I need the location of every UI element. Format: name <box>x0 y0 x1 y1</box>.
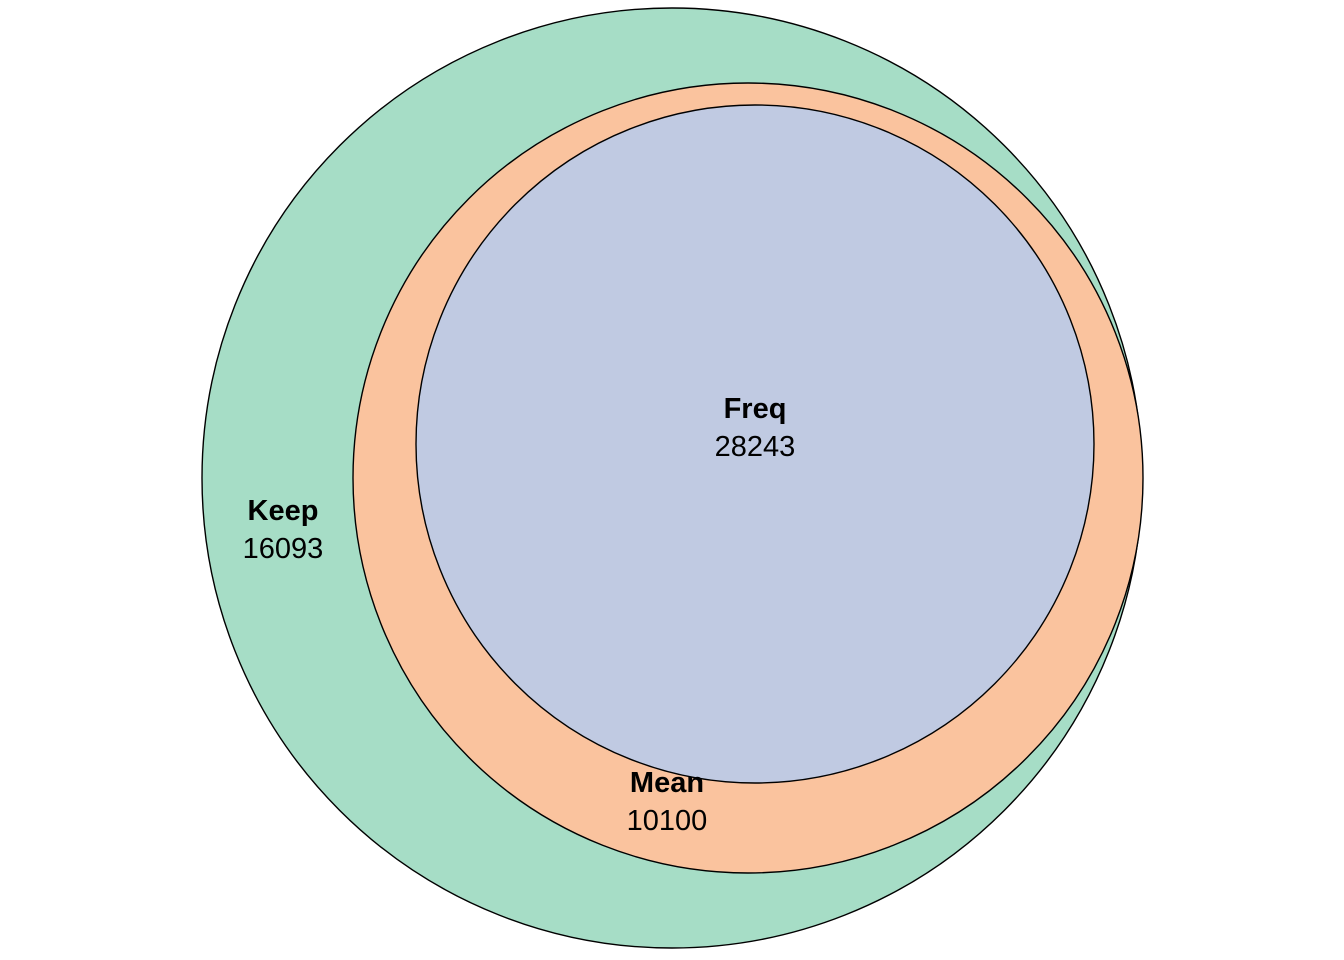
keep-count: 16093 <box>243 533 324 565</box>
freq-count: 28243 <box>715 431 796 463</box>
keep-label: Keep 16093 <box>243 495 324 565</box>
mean-count: 10100 <box>627 805 708 837</box>
freq-circle <box>415 104 1095 784</box>
mean-label: Mean 10100 <box>627 767 708 837</box>
keep-name: Keep <box>248 495 319 527</box>
freq-name: Freq <box>724 393 787 425</box>
mean-name: Mean <box>630 767 704 799</box>
freq-label: Freq 28243 <box>715 393 796 463</box>
